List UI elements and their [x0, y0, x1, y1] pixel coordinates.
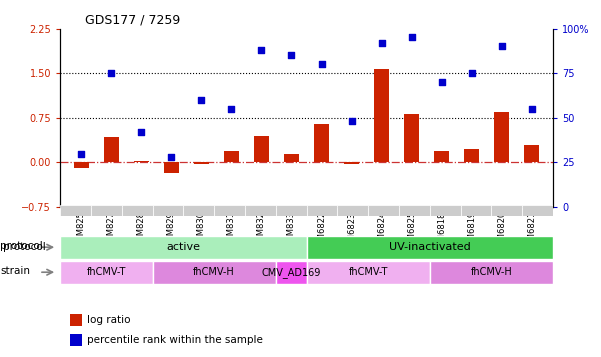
Text: GDS177 / 7259: GDS177 / 7259	[85, 13, 180, 26]
Point	[377, 40, 386, 46]
Bar	[254, 136, 269, 162]
Bar	[74, 162, 89, 169]
Text: log ratio: log ratio	[87, 315, 130, 325]
Point	[257, 47, 266, 53]
Bar	[522, 205, 553, 216]
Point	[227, 106, 236, 112]
Bar	[374, 69, 389, 162]
FancyBboxPatch shape	[153, 261, 276, 284]
Bar	[163, 162, 179, 173]
Bar	[104, 137, 118, 162]
Text: UV-inactivated: UV-inactivated	[389, 242, 471, 252]
Text: protocol: protocol	[0, 241, 43, 251]
Point	[76, 151, 86, 156]
Text: CMV_AD169: CMV_AD169	[261, 267, 321, 278]
FancyBboxPatch shape	[307, 261, 430, 284]
Text: fhCMV-T: fhCMV-T	[87, 267, 126, 277]
Point	[527, 106, 537, 112]
FancyBboxPatch shape	[60, 236, 307, 259]
Bar	[434, 151, 449, 162]
Point	[136, 129, 146, 135]
Bar	[183, 205, 214, 216]
Point	[407, 35, 416, 40]
Bar	[460, 205, 491, 216]
Point	[166, 154, 176, 160]
Bar	[133, 161, 149, 162]
Bar	[153, 205, 183, 216]
Point	[497, 44, 507, 49]
Bar	[524, 145, 539, 162]
FancyBboxPatch shape	[60, 261, 153, 284]
Bar	[194, 162, 209, 164]
Bar	[344, 162, 359, 164]
Point	[287, 52, 296, 58]
Text: fhCMV-H: fhCMV-H	[194, 267, 235, 277]
Bar	[224, 151, 239, 162]
Point	[197, 97, 206, 103]
Text: strain: strain	[0, 266, 30, 276]
Text: protocol: protocol	[3, 242, 46, 252]
Bar	[91, 205, 121, 216]
Text: fhCMV-T: fhCMV-T	[349, 267, 388, 277]
Bar	[368, 205, 399, 216]
Bar	[430, 205, 460, 216]
Point	[467, 70, 477, 76]
Bar	[404, 114, 419, 162]
Text: active: active	[166, 242, 200, 252]
Bar	[284, 154, 299, 162]
Text: percentile rank within the sample: percentile rank within the sample	[87, 335, 263, 345]
Bar	[494, 112, 509, 162]
Bar	[121, 205, 153, 216]
Bar	[70, 314, 82, 326]
Bar	[245, 205, 276, 216]
Point	[437, 79, 447, 85]
Point	[317, 61, 326, 67]
FancyBboxPatch shape	[276, 261, 307, 284]
Point	[106, 70, 116, 76]
Bar	[399, 205, 430, 216]
Bar	[70, 333, 82, 346]
Bar	[314, 124, 329, 162]
Bar	[337, 205, 368, 216]
Bar	[492, 205, 522, 216]
Text: fhCMV-H: fhCMV-H	[471, 267, 512, 277]
FancyBboxPatch shape	[430, 261, 553, 284]
FancyBboxPatch shape	[307, 236, 553, 259]
Bar	[60, 205, 91, 216]
Bar	[276, 205, 307, 216]
Bar	[214, 205, 245, 216]
Bar	[307, 205, 337, 216]
Point	[347, 119, 356, 124]
Bar	[464, 149, 480, 162]
